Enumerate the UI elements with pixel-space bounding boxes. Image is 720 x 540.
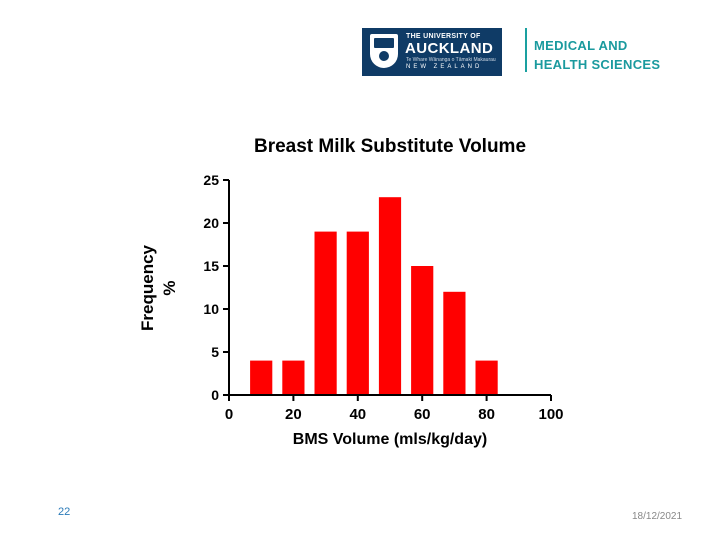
y-tick-label: 5 — [211, 344, 219, 360]
bar — [250, 360, 273, 395]
chart-title: Breast Milk Substitute Volume — [254, 136, 526, 157]
slide-number: 22 — [58, 506, 71, 518]
bar — [346, 231, 369, 395]
faculty-line-1: MEDICAL AND — [534, 38, 628, 53]
bar — [282, 360, 305, 395]
x-tick-label: 20 — [285, 406, 302, 423]
logo-top-text: THE UNIVERSITY OF — [406, 33, 481, 40]
bar — [378, 197, 402, 395]
y-tick-label: 15 — [203, 258, 219, 274]
x-tick-label: 80 — [478, 406, 495, 423]
logo-country-text: NEW ZEALAND — [406, 64, 483, 70]
faculty-line-2: HEALTH SCIENCES — [534, 57, 661, 72]
x-tick-label: 60 — [414, 406, 431, 423]
y-axis-unit: % — [160, 280, 179, 295]
y-tick-label: 10 — [203, 301, 219, 317]
header-divider — [525, 28, 527, 72]
bar — [475, 360, 498, 395]
faculty-name: MEDICAL AND HEALTH SCIENCES — [534, 36, 660, 74]
bar — [411, 266, 434, 395]
slide-date: 18/12/2021 — [632, 511, 683, 522]
y-tick-label: 25 — [203, 172, 219, 188]
university-logo: THE UNIVERSITY OF AUCKLAND Te Whare Wāna… — [362, 28, 502, 76]
x-tick-label: 40 — [349, 406, 366, 423]
bar — [443, 291, 466, 395]
y-tick-label: 0 — [211, 387, 219, 403]
y-axis-label: Frequency — [138, 244, 157, 331]
bar — [314, 231, 337, 395]
y-tick-label: 20 — [203, 215, 219, 231]
x-tick-label: 0 — [225, 406, 233, 423]
x-tick-label: 100 — [538, 406, 563, 423]
axes-group: 0 20 40 60 80 100 0 5 10 15 20 25 — [203, 172, 563, 423]
logo-name-text: AUCKLAND — [405, 40, 494, 57]
x-axis-label: BMS Volume (mls/kg/day) — [293, 431, 487, 448]
bars-group — [250, 197, 498, 395]
logo-maori-text: Te Whare Wānanga o Tāmaki Makaurau — [406, 57, 496, 63]
crest-icon — [370, 34, 398, 68]
